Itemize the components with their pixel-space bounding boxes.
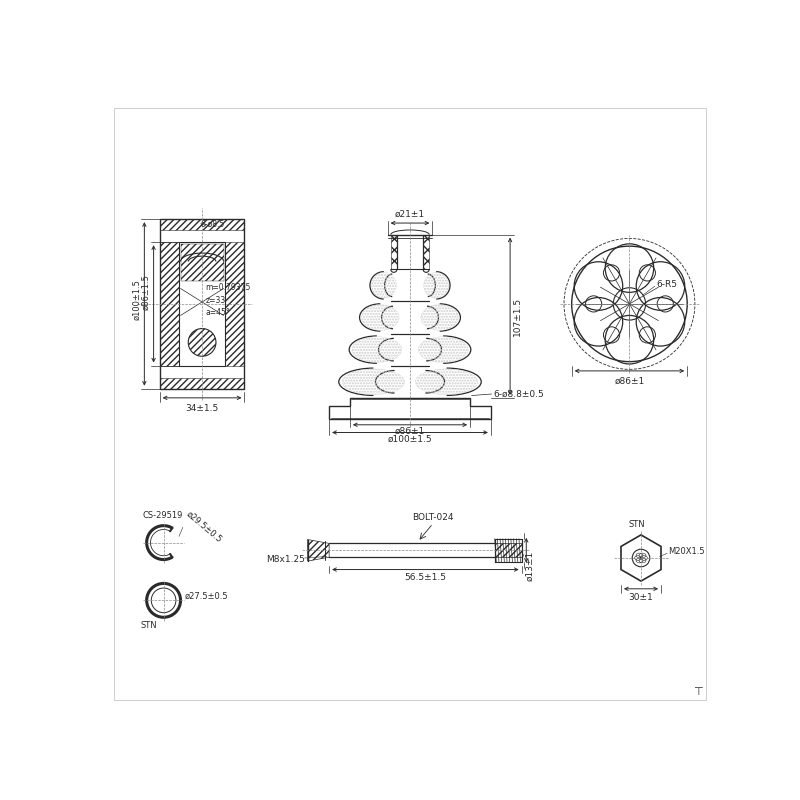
Text: m=0.79375
z=33
a=45°: m=0.79375 z=33 a=45°	[205, 283, 250, 317]
Text: CS-29519: CS-29519	[143, 510, 183, 519]
Text: ø29.5±0.5: ø29.5±0.5	[184, 510, 223, 545]
Text: ⊤: ⊤	[693, 686, 702, 697]
Text: ø86±1: ø86±1	[614, 377, 645, 386]
Text: 6-ø8.8±0.5: 6-ø8.8±0.5	[493, 390, 544, 398]
Text: STN: STN	[141, 621, 157, 630]
Text: 107±1.5: 107±1.5	[513, 297, 522, 336]
Text: ø86±1: ø86±1	[395, 427, 425, 436]
Text: ø86±1.5: ø86±1.5	[142, 274, 150, 310]
Text: ø27.5±0.5: ø27.5±0.5	[184, 592, 228, 601]
Text: 34±1.5: 34±1.5	[186, 404, 218, 413]
Text: BOLT-024: BOLT-024	[412, 513, 454, 522]
Text: M20X1.5: M20X1.5	[668, 547, 705, 556]
Text: 30±1: 30±1	[629, 594, 654, 602]
Text: ø100±1.5: ø100±1.5	[132, 280, 142, 321]
Text: 6-ø8.5: 6-ø8.5	[201, 219, 225, 228]
Text: ø21±1: ø21±1	[395, 210, 425, 219]
Text: ø100±1.5: ø100±1.5	[388, 435, 432, 444]
Text: M8x1.25: M8x1.25	[266, 555, 305, 564]
Text: STN: STN	[629, 520, 646, 529]
Text: ø13±1: ø13±1	[526, 550, 534, 581]
Text: 56.5±1.5: 56.5±1.5	[405, 573, 446, 582]
Text: 6-R5: 6-R5	[656, 280, 678, 289]
